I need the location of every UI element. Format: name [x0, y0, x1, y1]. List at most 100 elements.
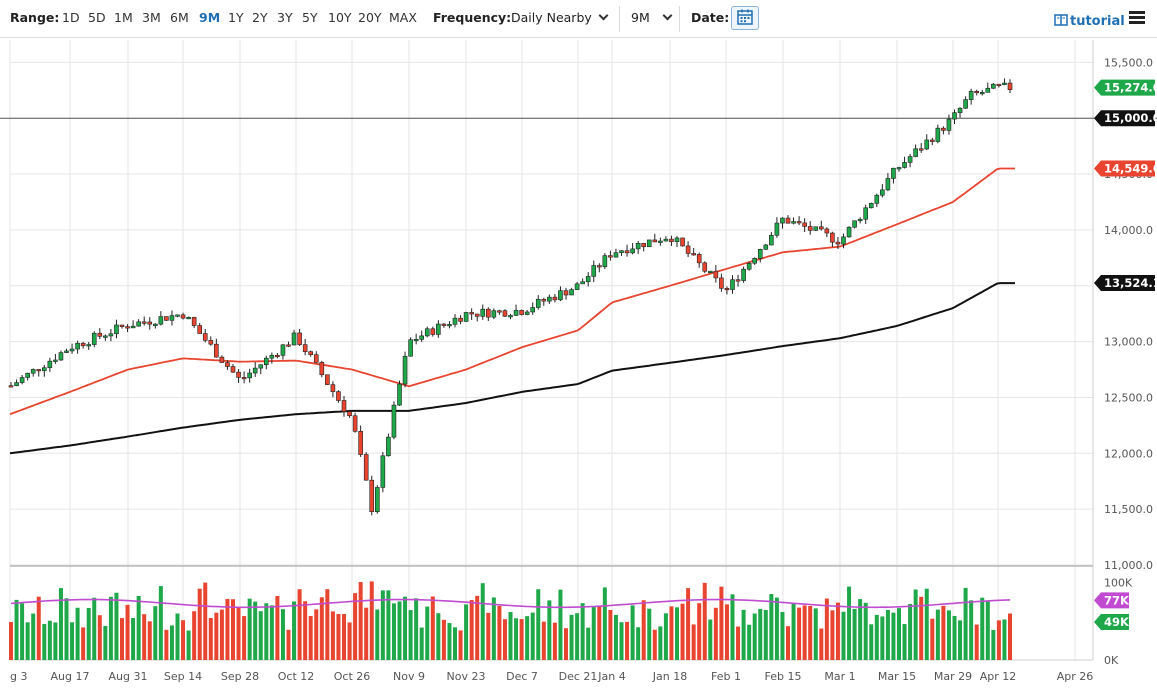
volume-bar: [408, 610, 413, 660]
period-select[interactable]: 9M: [631, 10, 673, 25]
x-axis-ticks: g 3 Aug 17 Aug 31 Sep 14 Sep 28 Oct 12 Oct 26 N…: [10, 670, 1093, 683]
volume-bar: [946, 610, 951, 660]
candle-body: [913, 148, 918, 157]
volume-bar: [680, 603, 685, 660]
volume-bar: [702, 582, 707, 660]
frequency-label: Frequency:: [433, 10, 512, 25]
range-1m-button[interactable]: 1M: [114, 10, 133, 25]
volume-bar: [824, 598, 829, 660]
volume-bar: [203, 582, 208, 660]
volume-bar: [303, 601, 308, 660]
range-9m-button[interactable]: 9M: [199, 10, 221, 25]
candle-body: [752, 258, 758, 264]
candle-body: [236, 371, 241, 378]
range-3y-button[interactable]: 3Y: [277, 10, 293, 25]
tutorial-link[interactable]: tutorial: [1054, 13, 1125, 29]
candle-body: [658, 240, 663, 243]
range-5d-button[interactable]: 5D: [88, 10, 106, 25]
volume-average-badge-text: 77K: [1104, 593, 1130, 607]
range-2y-button[interactable]: 2Y: [252, 10, 268, 25]
volume-bar: [275, 596, 280, 660]
volume-bar: [958, 620, 963, 660]
menu-icon[interactable]: [1129, 11, 1145, 25]
candle-body: [64, 350, 69, 353]
book-icon: [1054, 14, 1068, 26]
volume-bar: [491, 597, 496, 660]
candle-body: [208, 340, 214, 345]
volume-bar: [181, 620, 186, 660]
volume-bar: [25, 622, 30, 660]
candle-body: [25, 372, 30, 378]
volume-bar: [397, 601, 402, 660]
y-tick-label: 12,500.0: [1104, 391, 1153, 404]
volume-bar: [952, 615, 957, 660]
volume-bar: [502, 619, 507, 660]
frequency-select[interactable]: Daily Nearby: [511, 10, 609, 25]
candle-body: [691, 253, 696, 256]
candle-body: [402, 355, 408, 385]
volume-bar: [813, 608, 818, 660]
range-max-button[interactable]: MAX: [389, 10, 417, 25]
candle-body: [630, 248, 635, 254]
value-badge-1: 15,000.0: [1094, 110, 1157, 127]
volume-bar: [969, 600, 974, 660]
range-1d-button[interactable]: 1D: [62, 10, 80, 25]
volume-bar: [985, 601, 990, 660]
candle-body: [807, 226, 813, 231]
volume-bar: [425, 606, 430, 660]
candle-body: [164, 316, 169, 321]
candle-body: [513, 310, 519, 316]
candle-body: [347, 411, 352, 417]
x-tick-label: Sep 14: [164, 670, 202, 683]
value-badge-3-text: 13,524.1: [1104, 276, 1157, 290]
moving-average-fast-line: [9, 167, 1015, 416]
candle-body: [880, 189, 885, 196]
volume-bar: [669, 606, 674, 660]
candle-body: [91, 332, 97, 345]
candle-body: [19, 377, 25, 383]
range-20y-button[interactable]: 20Y: [358, 10, 382, 25]
candle-body: [991, 83, 996, 89]
volume-current-badge: 49K: [1094, 614, 1130, 631]
range-5y-button[interactable]: 5Y: [302, 10, 318, 25]
candle-body: [319, 362, 325, 376]
volume-average-badge-shape: [1094, 592, 1129, 609]
volume-bar: [247, 598, 252, 660]
volume-bar: [630, 605, 635, 660]
candle-body: [929, 139, 935, 142]
volume-bar: [874, 614, 879, 660]
candle-body: [480, 308, 486, 317]
volume-bar: [258, 611, 263, 660]
candle-body: [241, 377, 247, 380]
candle-body: [635, 243, 641, 250]
volume-bar: [863, 602, 868, 660]
volume-bar: [319, 597, 324, 660]
candle-body: [469, 312, 474, 315]
candle-body: [308, 351, 314, 355]
volume-bar: [236, 606, 241, 660]
candle-body: [680, 237, 685, 247]
volume-bar: [541, 621, 546, 660]
chart-frame: [10, 40, 1094, 661]
volume-bar: [724, 604, 729, 660]
frequency-value: Daily Nearby: [511, 10, 592, 25]
candle-body: [369, 479, 375, 513]
range-10y-button[interactable]: 10Y: [328, 10, 352, 25]
volume-bar: [558, 589, 563, 660]
x-tick-label: Apr 26: [1057, 670, 1094, 683]
volume-bar: [297, 589, 302, 660]
range-3m-button[interactable]: 3M: [142, 10, 161, 25]
volume-bar: [741, 609, 746, 660]
candle-body: [336, 391, 341, 401]
candle-body: [619, 250, 624, 253]
range-6m-button[interactable]: 6M: [170, 10, 189, 25]
candle-body: [769, 234, 774, 246]
volume-bar: [769, 594, 774, 660]
date-picker-button[interactable]: [731, 6, 759, 30]
volume-bar: [430, 596, 435, 660]
candle-body: [219, 356, 225, 363]
candle-body: [202, 333, 208, 341]
range-1y-button[interactable]: 1Y: [228, 10, 244, 25]
volume-bar: [453, 627, 457, 660]
